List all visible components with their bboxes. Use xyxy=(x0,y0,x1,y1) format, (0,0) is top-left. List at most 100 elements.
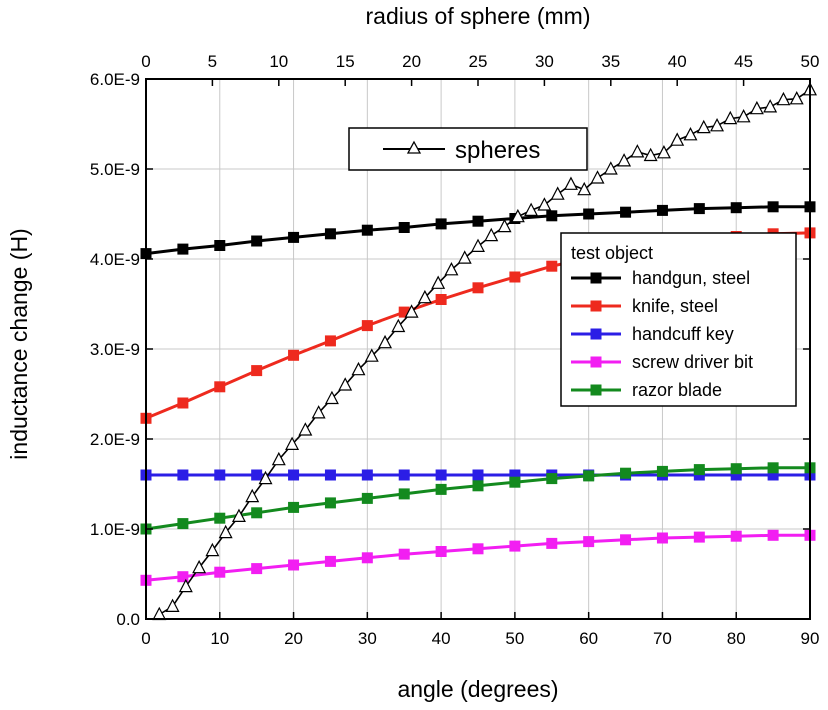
x2-tick-label: 40 xyxy=(668,52,687,71)
point-knife-steel xyxy=(251,365,263,377)
x2-tick-label: 20 xyxy=(402,52,421,71)
point-handcuff-key xyxy=(177,469,189,481)
point-spheres xyxy=(311,405,326,419)
point-razor-blade xyxy=(546,473,558,485)
x-tick-label: 40 xyxy=(432,629,451,648)
point-spheres xyxy=(776,91,791,106)
legend-label-knife-steel: knife, steel xyxy=(632,296,718,316)
x2-tick-label: 50 xyxy=(801,52,820,71)
point-handcuff-key xyxy=(324,469,336,481)
point-screw-driver-bit xyxy=(435,546,447,557)
point-spheres xyxy=(165,598,180,613)
point-razor-blade xyxy=(583,470,595,482)
point-screw-driver-bit xyxy=(693,531,705,543)
x-tick-label: 60 xyxy=(579,629,598,648)
x-tick-label: 50 xyxy=(505,629,524,648)
point-spheres xyxy=(205,542,220,557)
axis-ticks xyxy=(145,78,811,620)
point-screw-driver-bit xyxy=(656,532,668,544)
x-tick-label: 80 xyxy=(727,629,746,648)
point-handcuff-key xyxy=(730,469,742,481)
legend-label-screw-driver-bit: screw driver bit xyxy=(632,352,753,372)
y-tick-label: 0.0 xyxy=(116,610,140,629)
point-razor-blade xyxy=(361,492,373,504)
y-tick-label: 1.0E-9 xyxy=(90,520,140,539)
point-spheres xyxy=(510,208,525,223)
legend-marker-handcuff-key xyxy=(590,328,602,340)
point-spheres xyxy=(298,422,313,436)
legend-items: handgun, steel knife, steel handcuff key sc… xyxy=(571,268,753,400)
legend-title: test object xyxy=(571,243,653,263)
point-spheres xyxy=(218,524,233,539)
point-razor-blade xyxy=(693,464,705,476)
point-razor-blade xyxy=(214,512,226,524)
point-spheres xyxy=(683,127,698,141)
y-tick-label: 5.0E-9 xyxy=(90,160,140,179)
point-razor-blade xyxy=(398,488,410,500)
y-tick-label: 4.0E-9 xyxy=(90,250,140,269)
point-knife-steel xyxy=(435,294,447,305)
point-spheres xyxy=(497,218,512,233)
point-razor-blade xyxy=(656,465,668,477)
point-handgun-steel xyxy=(730,202,742,214)
point-razor-blade xyxy=(509,476,521,488)
y-tick-label: 6.0E-9 xyxy=(90,70,140,89)
legend-marker-screw-driver-bit xyxy=(590,356,602,368)
point-spheres xyxy=(417,289,432,304)
point-knife-steel xyxy=(361,320,373,332)
point-spheres xyxy=(378,334,393,349)
point-spheres xyxy=(696,119,711,134)
point-handgun-steel xyxy=(656,204,668,216)
legend-box xyxy=(560,232,797,407)
point-screw-driver-bit xyxy=(398,548,410,560)
point-razor-blade xyxy=(288,501,300,513)
x-tick-label: 70 xyxy=(653,629,672,648)
point-spheres xyxy=(471,238,485,252)
point-spheres xyxy=(670,132,685,146)
point-knife-steel xyxy=(472,282,484,294)
x2-axis-title: radius of sphere (mm) xyxy=(366,3,591,29)
point-razor-blade xyxy=(620,467,632,479)
point-handcuff-key xyxy=(398,469,410,481)
legend-spheres: spheres xyxy=(348,127,588,171)
x-tick-label: 10 xyxy=(210,629,229,648)
point-screw-driver-bit xyxy=(214,566,226,578)
point-screw-driver-bit xyxy=(767,529,779,541)
legend-marker-knife-steel xyxy=(590,300,602,312)
point-handgun-steel xyxy=(361,224,373,236)
point-handgun-steel xyxy=(398,222,410,233)
point-handgun-steel xyxy=(693,203,705,215)
point-razor-blade xyxy=(251,507,263,519)
x2-tick-label: 5 xyxy=(208,52,217,71)
point-spheres xyxy=(431,275,446,289)
legend-spheres-marker xyxy=(406,140,422,154)
legend-spheres-label: spheres xyxy=(455,137,540,164)
point-spheres xyxy=(338,377,353,391)
point-spheres xyxy=(231,508,246,523)
point-spheres xyxy=(324,390,339,405)
point-spheres xyxy=(590,170,605,184)
point-screw-driver-bit xyxy=(324,555,336,567)
x-tick-label: 30 xyxy=(358,629,377,648)
point-knife-steel xyxy=(546,260,558,272)
point-screw-driver-bit xyxy=(546,537,558,549)
point-spheres xyxy=(603,161,618,175)
point-spheres xyxy=(736,109,751,123)
legend-marker-razor-blade xyxy=(590,384,602,396)
point-handgun-steel xyxy=(214,240,226,251)
point-razor-blade xyxy=(730,463,742,475)
point-spheres xyxy=(577,181,592,196)
point-spheres xyxy=(364,348,379,362)
point-spheres xyxy=(723,110,738,125)
x-tick-label: 20 xyxy=(284,629,303,648)
point-spheres xyxy=(444,262,459,276)
point-spheres xyxy=(789,91,804,105)
point-spheres xyxy=(763,99,778,113)
x2-tick-label: 35 xyxy=(601,52,620,71)
point-spheres xyxy=(710,118,725,132)
point-handcuff-key xyxy=(361,469,373,481)
point-spheres xyxy=(643,147,658,162)
legend-label-handgun-steel: handgun, steel xyxy=(632,268,750,288)
tick-labels: 0 10 20 30 40 50 60 70 80 90 0 5 10 15 20 25 30 35 40 45 50 0… xyxy=(90,52,820,648)
